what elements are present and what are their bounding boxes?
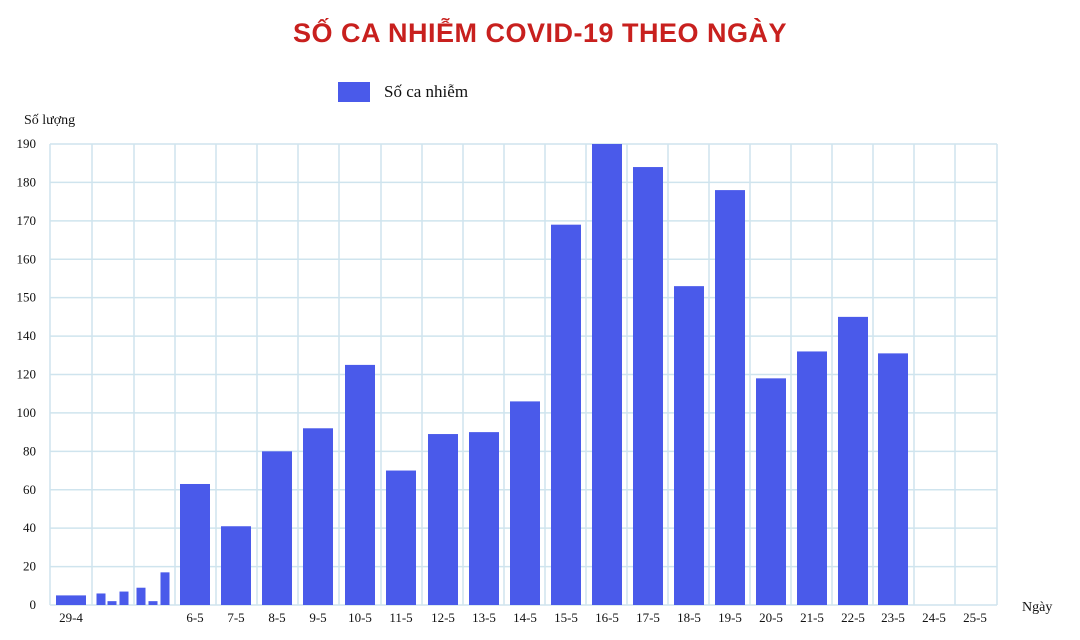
y-tick-label: 190 — [17, 136, 37, 151]
y-tick-label: 140 — [17, 328, 37, 343]
bar — [878, 353, 908, 605]
y-tick-label: 80 — [23, 443, 36, 458]
y-axis-label: Số lượng — [24, 113, 75, 128]
x-tick-label: 24-5 — [922, 610, 946, 625]
y-tick-label: 40 — [23, 520, 36, 535]
y-tick-label: 170 — [17, 213, 37, 228]
x-tick-label: 14-5 — [513, 610, 537, 625]
y-tick-label: 20 — [23, 559, 36, 574]
x-tick-label: 12-5 — [431, 610, 455, 625]
bar — [148, 601, 158, 605]
x-tick-label: 10-5 — [348, 610, 372, 625]
bar — [715, 190, 745, 605]
x-tick-label: 7-5 — [227, 610, 244, 625]
bar — [303, 428, 333, 605]
bar — [838, 316, 868, 605]
x-tick-label: 13-5 — [472, 610, 496, 625]
bar — [136, 587, 146, 605]
bar-layer — [56, 144, 908, 606]
x-tick-label: 6-5 — [186, 610, 203, 625]
x-tick-label: 17-5 — [636, 610, 660, 625]
bar — [96, 593, 106, 605]
y-tick-label: 120 — [17, 367, 37, 382]
y-tick-label: 0 — [30, 597, 37, 612]
x-tick-label: 21-5 — [800, 610, 824, 625]
x-tick-label: 20-5 — [759, 610, 783, 625]
x-tick-label: 9-5 — [309, 610, 326, 625]
x-tick-label: 22-5 — [841, 610, 865, 625]
bar — [119, 591, 129, 605]
x-tick-label: 19-5 — [718, 610, 742, 625]
x-tick-label: 18-5 — [677, 610, 701, 625]
bar — [262, 451, 292, 605]
bar — [221, 526, 251, 605]
y-tick-label: 150 — [17, 290, 37, 305]
x-tick-label: 15-5 — [554, 610, 578, 625]
x-tick-label: 25-5 — [963, 610, 987, 625]
y-tick-label: 180 — [17, 174, 37, 189]
bar — [160, 572, 170, 605]
chart-title: SỐ CA NHIỄM COVID-19 THEO NGÀY — [292, 18, 788, 48]
bar — [797, 351, 827, 605]
x-tick-label: 8-5 — [268, 610, 285, 625]
bar — [592, 144, 622, 605]
y-tick-label: 60 — [23, 482, 36, 497]
bar — [633, 167, 663, 606]
chart-legend: Số ca nhiễm — [338, 82, 468, 102]
legend-label: Số ca nhiễm — [384, 82, 469, 101]
bar — [180, 483, 210, 605]
bar — [345, 364, 375, 605]
bar — [386, 470, 416, 605]
y-tick-label: 160 — [17, 251, 37, 266]
x-tick-label: 29-4 — [59, 610, 83, 625]
bar — [551, 224, 581, 606]
x-axis-label: Ngày — [1022, 600, 1052, 615]
bar — [674, 286, 704, 605]
bar — [510, 401, 540, 605]
x-tick-label: 11-5 — [389, 610, 412, 625]
bar — [56, 595, 86, 605]
legend-swatch — [338, 82, 370, 102]
y-tick-label: 100 — [17, 405, 37, 420]
bar — [428, 434, 458, 605]
y-tick-layer: 0 20 40 60 80 100 120 140 150 160 170 180 190 — [17, 136, 37, 612]
bar — [756, 378, 786, 605]
x-tick-label: 23-5 — [881, 610, 905, 625]
x-tick-label: 16-5 — [595, 610, 619, 625]
bar — [107, 601, 117, 605]
bar — [469, 432, 499, 605]
x-tick-layer: 29-4 6-5 7-5 8-5 9-5 10-5 11-5 12-5 13-5 14-5 15-5… — [59, 610, 987, 625]
